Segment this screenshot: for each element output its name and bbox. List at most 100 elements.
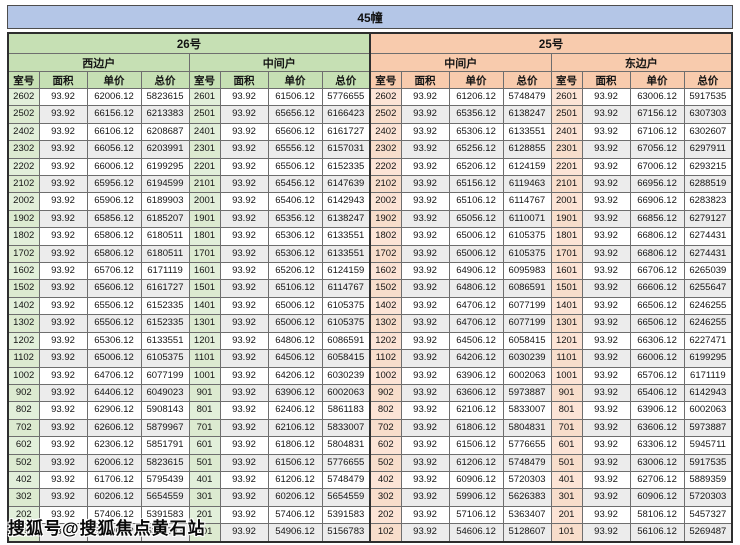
room-no-header: 室号 [550, 71, 583, 89]
column-header-row: 室号 面积 单价 总价 室号 面积 单价 总价 室号 面积 单价 总价 室号 面积 单价 总价 [7, 71, 733, 89]
total-price-cell: 6194599 [140, 175, 190, 194]
room-no-header: 室号 [369, 71, 402, 89]
price-table: 26号 25号 西边户 中间户 中间户 东边户 室号 面积 单价 总价 室号 面积 单价 总价… [7, 32, 734, 543]
unit-price-cell: 66906.12 [629, 192, 685, 211]
total-price-cell: 6180511 [140, 244, 190, 264]
unit-price-cell: 65556.12 [267, 140, 323, 159]
total-price-cell: 6138247 [321, 209, 371, 229]
area-cell: 93.92 [581, 331, 631, 351]
total-price-cell: 6086591 [502, 279, 552, 298]
unit-price-cell: 65356.12 [267, 209, 323, 229]
total-price-cell: 5776655 [321, 453, 371, 472]
room-no-cell: 2301 [188, 140, 221, 159]
room-no-cell: 1302 [7, 314, 40, 333]
total-price-cell: 5720303 [502, 470, 552, 490]
room-no-cell: 2101 [550, 175, 583, 194]
unit-price-cell: 65056.12 [448, 209, 504, 229]
unit-price-cell: 67006.12 [629, 157, 685, 177]
unit-header-25-east: 东边户 [550, 53, 733, 72]
area-cell: 93.92 [38, 488, 88, 507]
room-no-cell: 1602 [7, 262, 40, 281]
area-cell: 93.92 [581, 505, 631, 525]
unit-price-cell: 64506.12 [267, 349, 323, 368]
room-no-cell: 902 [7, 383, 40, 403]
unit-price-cell: 61806.12 [267, 436, 323, 455]
area-cell: 93.92 [581, 157, 631, 177]
room-no-cell: 701 [188, 418, 221, 438]
area-cell: 93.92 [400, 505, 450, 525]
area-cell: 93.92 [581, 436, 631, 455]
room-no-cell: 601 [550, 436, 583, 455]
total-price-cell: 6095983 [502, 262, 552, 281]
area-cell: 93.92 [219, 401, 269, 420]
total-price-cell: 6002063 [321, 383, 371, 403]
unit-price-cell: 65356.12 [448, 105, 504, 124]
area-cell: 93.92 [400, 331, 450, 351]
unit-price-cell: 67156.12 [629, 105, 685, 124]
total-price-cell: 6077199 [502, 296, 552, 316]
area-cell: 93.92 [219, 122, 269, 142]
area-cell: 93.92 [38, 436, 88, 455]
unit-price-cell: 66856.12 [629, 209, 685, 229]
total-price-cell: 6147639 [321, 175, 371, 194]
unit-price-cell: 64706.12 [448, 314, 504, 333]
room-no-cell: 102 [369, 523, 402, 543]
total-price-cell: 6161727 [321, 122, 371, 142]
unit-price-cell: 54906.12 [267, 523, 323, 543]
table-row: 402 93.92 61706.12 5795439 401 93.92 61206.12 5… [7, 470, 733, 490]
unit-price-cell: 62406.12 [267, 401, 323, 420]
unit-price-cell: 66706.12 [629, 262, 685, 281]
room-no-cell: 1702 [7, 244, 40, 264]
area-cell: 93.92 [38, 470, 88, 490]
unit-price-cell: 60206.12 [267, 488, 323, 507]
total-price-cell: 6110071 [502, 209, 552, 229]
area-cell: 93.92 [581, 262, 631, 281]
area-cell: 93.92 [38, 105, 88, 124]
unit-price-cell: 66806.12 [629, 227, 685, 246]
unit-price-cell: 66506.12 [629, 296, 685, 316]
area-cell: 93.92 [38, 523, 88, 543]
area-cell: 93.92 [400, 209, 450, 229]
unit-price-cell: 61506.12 [267, 453, 323, 472]
total-price-cell: 6152335 [140, 296, 190, 316]
area-cell: 93.92 [38, 262, 88, 281]
unit-price-cell: 66506.12 [629, 314, 685, 333]
room-no-header: 室号 [188, 71, 221, 89]
unit-price-cell: 62106.12 [267, 418, 323, 438]
area-cell: 93.92 [400, 87, 450, 107]
room-no-cell: 302 [7, 488, 40, 507]
room-no-cell: 2501 [550, 105, 583, 124]
table-row: 2202 93.92 66006.12 6199295 2201 93.92 65506.1… [7, 157, 733, 177]
unit-price-cell: 62706.12 [629, 470, 685, 490]
room-no-cell: 1601 [188, 262, 221, 281]
unit-price-cell: 65606.12 [267, 122, 323, 142]
room-no-cell: 1401 [550, 296, 583, 316]
area-cell: 93.92 [581, 227, 631, 246]
table-row: 2302 93.92 66056.12 6203991 2301 93.92 65556.1… [7, 140, 733, 159]
unit-price-cell: 62606.12 [86, 418, 142, 438]
unit-price-cell: 57406.12 [86, 505, 142, 525]
unit-price-cell: 65206.12 [267, 262, 323, 281]
unit-price-cell: 65856.12 [86, 209, 142, 229]
area-cell: 93.92 [38, 244, 88, 264]
unit-price-cell: 66106.12 [86, 122, 142, 142]
building-26-header: 26号 [7, 32, 371, 54]
unit-price-cell: 64206.12 [267, 366, 323, 385]
unit-price-cell: 63906.12 [629, 401, 685, 420]
area-cell: 93.92 [219, 383, 269, 403]
room-no-cell: 1601 [550, 262, 583, 281]
table-row: 2402 93.92 66106.12 6208687 2401 93.92 65606.1… [7, 122, 733, 142]
room-no-cell: 1201 [550, 331, 583, 351]
room-no-cell: 2502 [7, 105, 40, 124]
room-no-cell: 201 [188, 505, 221, 525]
table-row: 1102 93.92 65006.12 6105375 1101 93.92 64506.1… [7, 349, 733, 368]
room-no-cell: 2602 [369, 87, 402, 107]
total-price-cell: 5917535 [683, 87, 733, 107]
table-row: 702 93.92 62606.12 5879967 701 93.92 62106.12 5… [7, 418, 733, 438]
unit-price-cell: 61806.12 [448, 418, 504, 438]
total-price-cell: 5879967 [140, 418, 190, 438]
room-no-cell: 1801 [550, 227, 583, 246]
room-no-cell: 1002 [369, 366, 402, 385]
unit-price-cell: 65906.12 [86, 192, 142, 211]
area-cell: 93.92 [38, 349, 88, 368]
